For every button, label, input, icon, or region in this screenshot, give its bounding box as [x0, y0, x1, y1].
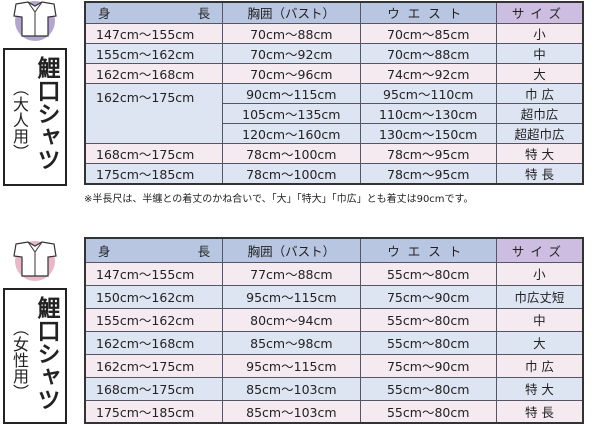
adult-title: 鯉口シャツ [33, 56, 59, 171]
header-height: 身長 [84, 1, 224, 24]
table-row: 168cm〜175cm 78cm〜100cm 78cm〜95cm 特 大 [84, 142, 584, 164]
cell-waist: 70cm〜85cm [359, 22, 497, 44]
cell-bust: 80cm〜94cm [222, 307, 361, 332]
cell-height: 147cm〜155cm [84, 22, 224, 44]
table-row: 105cm〜135cm 110cm〜130cm 超巾広 [85, 102, 584, 124]
cell-waist: 55cm〜80cm [359, 399, 497, 424]
cell-height: 168cm〜175cm [84, 142, 224, 164]
adult-note: ※半長尺は、半纏との着丈のかね合いで、「大」「特大」「巾広」とも着丈は90cmで… [84, 194, 474, 205]
cell-size: 小 [495, 22, 584, 44]
adult-title-box: 鯉口シャツ （大人用） [3, 48, 67, 186]
table-row: 162cm〜175cm 90cm〜115cm 95cm〜110cm 巾 広 [84, 82, 584, 144]
cell-size: 小 [495, 261, 584, 286]
cell-size: 超超巾広 [495, 122, 584, 144]
cell-bust: 90cm〜115cm [222, 82, 361, 104]
cell-size: 特 長 [495, 399, 584, 424]
cell-bust: 70cm〜96cm [222, 62, 361, 84]
header-bust: 胸囲（バスト） [222, 237, 361, 263]
header-size: サイズ [495, 1, 584, 24]
cell-waist: 70cm〜88cm [359, 42, 497, 64]
cell-waist: 55cm〜80cm [359, 307, 497, 332]
adult-subtitle: （大人用） [10, 80, 29, 160]
cell-size: 特 長 [495, 162, 584, 184]
cell-waist: 110cm〜130cm [359, 102, 497, 124]
cell-waist: 75cm〜90cm [359, 353, 497, 378]
table-row: 162cm〜168cm 70cm〜96cm 74cm〜92cm 大 [84, 62, 584, 84]
cell-waist: 95cm〜110cm [359, 82, 497, 104]
cell-size: 大 [495, 330, 584, 355]
table-row: 147cm〜155cm 70cm〜88cm 70cm〜85cm 小 [84, 22, 584, 44]
cell-bust: 70cm〜88cm [222, 22, 361, 44]
table-row: 168cm〜175cm 85cm〜103cm 55cm〜80cm 特 大 [84, 376, 584, 401]
cell-size: 巾 広 [495, 353, 584, 378]
cell-height: 168cm〜175cm [84, 376, 224, 401]
table-row: 162cm〜175cm 95cm〜115cm 75cm〜90cm 巾 広 [84, 353, 584, 378]
cell-waist: 75cm〜90cm [359, 284, 497, 309]
table-row: 175cm〜185cm 85cm〜103cm 55cm〜80cm 特 長 [84, 399, 584, 424]
cell-bust: 77cm〜88cm [222, 261, 361, 286]
header-row: 身長胸囲（バスト） ウエスト サイズ [84, 1, 584, 24]
header-size: サイズ [495, 237, 584, 263]
cell-bust: 70cm〜92cm [222, 42, 361, 64]
cell-waist: 55cm〜80cm [359, 376, 497, 401]
cell-height: 155cm〜162cm [84, 307, 224, 332]
women-size-table: 身長胸囲（バスト） ウエスト サイズ 147cm〜155cm 77cm〜88cm 55cm… [84, 237, 584, 424]
table-row: 155cm〜162cm 70cm〜92cm 70cm〜88cm 中 [84, 42, 584, 64]
cell-height: 162cm〜175cm [84, 82, 224, 144]
cell-size: 中 [495, 42, 584, 64]
cell-height: 150cm〜162cm [84, 284, 224, 309]
cell-waist: 78cm〜95cm [359, 162, 497, 184]
adult-size-table: 身長胸囲（バスト） ウエスト サイズ 147cm〜155cm 70cm〜88cm 70cm… [84, 1, 584, 185]
women-title-box: 鯉口シャツ （女性用） [3, 288, 67, 424]
cell-size: 巾広丈短 [495, 284, 584, 309]
table-row: 147cm〜155cm 77cm〜88cm 55cm〜80cm 小 [84, 261, 584, 286]
header-waist: ウエスト [359, 1, 497, 24]
cell-bust: 120cm〜160cm [222, 122, 361, 144]
cell-height: 162cm〜175cm [84, 353, 224, 378]
cell-size: 特 大 [495, 376, 584, 401]
women-subtitle: （女性用） [10, 320, 29, 400]
cell-waist: 130cm〜150cm [359, 122, 497, 144]
women-shirt-icon [13, 240, 57, 282]
table-row: 175cm〜185cm 78cm〜100cm 78cm〜95cm 特 長 [84, 162, 584, 184]
header-height: 身長 [84, 237, 224, 263]
cell-waist: 55cm〜80cm [359, 261, 497, 286]
cell-bust: 95cm〜115cm [222, 284, 361, 309]
table-row: 120cm〜160cm 130cm〜150cm 超超巾広 [85, 122, 584, 144]
cell-height: 175cm〜185cm [84, 162, 224, 184]
cell-bust: 85cm〜103cm [222, 399, 361, 424]
header-row: 身長胸囲（バスト） ウエスト サイズ [84, 237, 584, 263]
cell-size: 巾 広 [495, 82, 584, 104]
adult-shirt-icon [13, 0, 57, 42]
cell-height: 162cm〜168cm [84, 330, 224, 355]
cell-size: 大 [495, 62, 584, 84]
cell-bust: 85cm〜98cm [222, 330, 361, 355]
table-row: 162cm〜168cm 85cm〜98cm 55cm〜80cm 大 [84, 330, 584, 355]
cell-size: 中 [495, 307, 584, 332]
header-waist: ウエスト [359, 237, 497, 263]
cell-waist: 74cm〜92cm [359, 62, 497, 84]
cell-bust: 105cm〜135cm [222, 102, 361, 124]
cell-bust: 85cm〜103cm [222, 376, 361, 401]
cell-height: 147cm〜155cm [84, 261, 224, 286]
cell-bust: 95cm〜115cm [222, 353, 361, 378]
cell-bust: 78cm〜100cm [222, 142, 361, 164]
header-bust: 胸囲（バスト） [222, 1, 361, 24]
cell-bust: 78cm〜100cm [222, 162, 361, 184]
cell-height: 175cm〜185cm [84, 399, 224, 424]
table-row: 150cm〜162cm 95cm〜115cm 75cm〜90cm 巾広丈短 [84, 284, 584, 309]
table-row: 155cm〜162cm 80cm〜94cm 55cm〜80cm 中 [84, 307, 584, 332]
cell-height: 162cm〜168cm [84, 62, 224, 84]
cell-size: 特 大 [495, 142, 584, 164]
cell-waist: 55cm〜80cm [359, 330, 497, 355]
women-title: 鯉口シャツ [33, 296, 59, 411]
cell-height: 155cm〜162cm [84, 42, 224, 64]
cell-size: 超巾広 [495, 102, 584, 124]
cell-waist: 78cm〜95cm [359, 142, 497, 164]
